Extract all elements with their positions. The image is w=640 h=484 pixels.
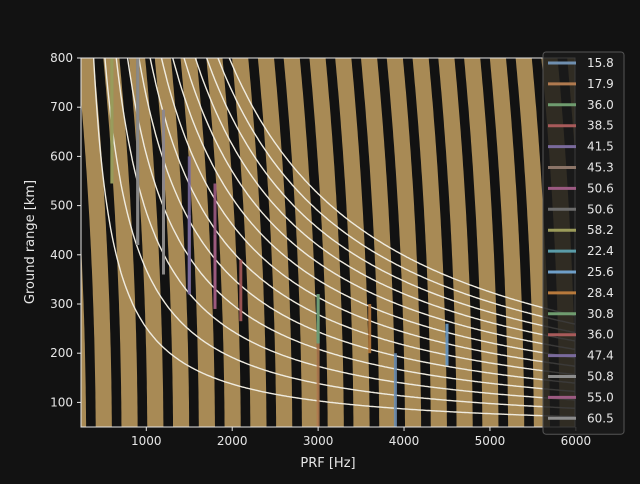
x-tick-label: 3000: [303, 434, 334, 448]
x-axis-label: PRF [Hz]: [300, 456, 355, 471]
contour-curve: [115, 58, 575, 401]
band-stripe: [506, 58, 534, 427]
band-stripe: [119, 58, 148, 427]
y-tick-label: 300: [50, 297, 73, 311]
legend-label: 22.4: [587, 244, 614, 258]
y-tick-label: 800: [50, 51, 73, 65]
y-tick-label: 600: [50, 149, 73, 163]
contour-curve: [228, 58, 575, 317]
legend-label: 36.0: [587, 98, 614, 112]
band-stripe: [93, 58, 122, 427]
band-stripe: [222, 58, 251, 427]
legend-label: 36.0: [587, 328, 614, 342]
contour-curve: [205, 58, 575, 334]
x-tick-label: 5000: [475, 434, 506, 448]
band-stripe: [248, 58, 277, 427]
band-stripe: [377, 58, 405, 427]
y-tick-label: 100: [50, 395, 73, 409]
legend-label: 60.5: [587, 411, 614, 425]
legend-label: 25.6: [587, 265, 614, 279]
band-stripe: [170, 58, 199, 427]
y-axis-label: Ground range [km]: [23, 180, 38, 304]
band-stripe: [428, 58, 457, 427]
band-stripe: [196, 58, 225, 427]
contour-curve: [138, 58, 575, 384]
contour-curve: [183, 58, 575, 350]
y-tick-label: 400: [50, 248, 73, 262]
legend: 15.8 17.9 36.0 38.5 41.5 45.3 50.6 50.6 58.2 22.4…: [542, 51, 625, 435]
legend-label: 55.0: [587, 390, 614, 404]
band-stripe: [145, 58, 173, 427]
x-tick-label: 2000: [217, 434, 248, 448]
band-stripe: [81, 98, 96, 427]
x-tick-label: 6000: [561, 434, 592, 448]
band-stripe: [454, 58, 483, 427]
band-stripe: [274, 58, 302, 427]
legend-label: 28.4: [587, 286, 614, 300]
contour-curve: [194, 58, 575, 342]
band-stripe: [402, 58, 431, 427]
y-tick-label: 700: [50, 100, 73, 114]
legend-label: 38.5: [587, 119, 614, 133]
contour-curve: [217, 58, 575, 325]
contour-curve: [172, 58, 575, 359]
band-stripe: [351, 58, 380, 427]
legend-label: 41.5: [587, 140, 614, 154]
legend-label: 50.6: [587, 181, 614, 195]
x-tick-label: 1000: [131, 434, 162, 448]
legend-label: 50.6: [587, 202, 614, 216]
contour-curve: [149, 58, 575, 376]
contour-curve: [126, 58, 575, 393]
contour-curve: [104, 58, 575, 409]
axes: 1000 2000 3000 4000 5000 6000 100 200 300 400 500 6…: [50, 51, 591, 448]
legend-label: 15.8: [587, 56, 614, 70]
legend-label: 45.3: [587, 161, 614, 175]
legend-label: 30.8: [587, 307, 614, 321]
contour-curve: [92, 58, 575, 418]
y-tick-label: 200: [50, 346, 73, 360]
y-tick-label: 500: [50, 199, 73, 213]
legend-label: 50.8: [587, 370, 614, 384]
x-tick-label: 4000: [389, 434, 420, 448]
plot-area: [81, 58, 575, 427]
band-stripe: [325, 58, 354, 427]
legend-label: 17.9: [587, 77, 614, 91]
legend-label: 58.2: [587, 223, 614, 237]
legend-label: 47.4: [587, 349, 614, 363]
